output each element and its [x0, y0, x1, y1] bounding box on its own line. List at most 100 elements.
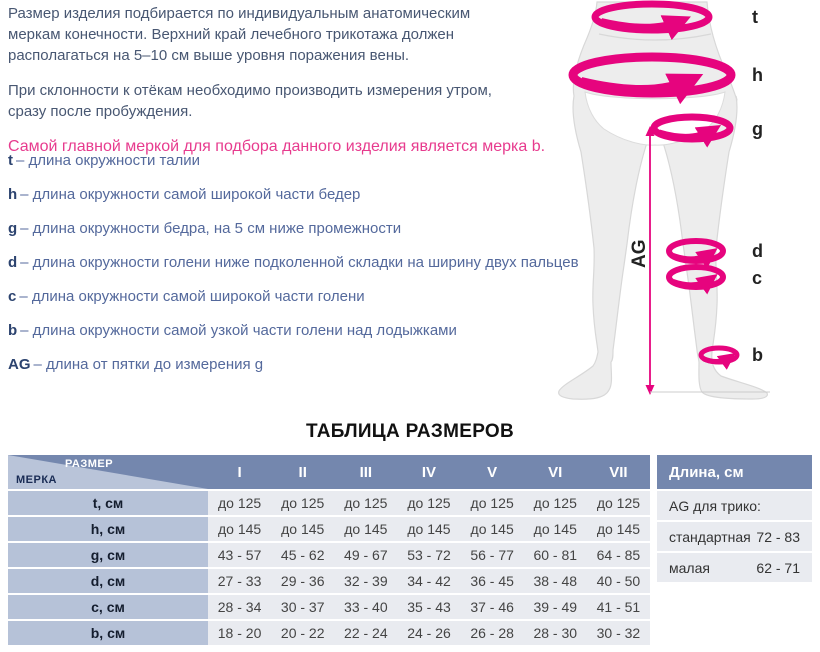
- column-header-5: V: [460, 455, 524, 489]
- column-header-1: I: [208, 455, 272, 489]
- definition-b: b – длина окружности самой узкой части го…: [8, 320, 658, 341]
- cell: до 125: [334, 491, 398, 515]
- length-box-subheader-row: AG для трико:: [657, 491, 812, 520]
- point-label-h: h: [752, 65, 763, 85]
- legs-measurement-illustration: AG: [555, 0, 820, 420]
- measure-ring-t: [591, 0, 713, 41]
- measure-ring-g: [650, 113, 734, 148]
- row-label: t, см: [8, 491, 208, 515]
- cell: 22 - 24: [334, 621, 398, 645]
- ag-arrow-top: [645, 126, 655, 136]
- measure-ring-c: [666, 264, 726, 295]
- row-label: d, см: [8, 569, 208, 593]
- column-header-3: III: [334, 455, 398, 489]
- cell: до 145: [460, 517, 524, 541]
- definition-text: – длина окружности самой широкой части г…: [19, 288, 365, 305]
- column-header-6: VI: [523, 455, 587, 489]
- definition-text: – длина окружности самой узкой части гол…: [20, 322, 457, 339]
- column-header-4: IV: [397, 455, 461, 489]
- cell: 39 - 49: [523, 595, 587, 619]
- cell: 28 - 34: [208, 595, 272, 619]
- cell: до 145: [523, 517, 587, 541]
- cell: до 125: [460, 491, 524, 515]
- corner-label-size: РАЗМЕР: [65, 458, 114, 470]
- cell: до 145: [397, 517, 461, 541]
- cell: 45 - 62: [271, 543, 335, 567]
- size-table-header: РАЗМЕР МЕРКА I II III IV V VI VII: [8, 455, 650, 489]
- definition-h: h – длина окружности самой широкой части …: [8, 184, 658, 205]
- corner-cell: РАЗМЕР МЕРКА: [8, 455, 208, 489]
- cell: 53 - 72: [397, 543, 461, 567]
- row-label: b, см: [8, 621, 208, 645]
- length-row-small: малая 62 - 71: [657, 553, 812, 582]
- definition-key: d: [8, 254, 18, 271]
- point-label-c: c: [752, 268, 762, 288]
- cell: 34 - 42: [397, 569, 461, 593]
- intro-paragraph-1: Размер изделия подбирается по индивидуал…: [8, 5, 471, 64]
- measure-ring-b: [698, 345, 740, 370]
- table-row-g: g, см 43 - 57 45 - 62 49 - 67 53 - 72 56…: [8, 543, 650, 567]
- definition-d: d – длина окружности голени ниже подколен…: [8, 252, 658, 273]
- length-row-value: 72 - 83: [756, 528, 800, 545]
- ag-arrow-bottom: [645, 385, 655, 395]
- cell: 37 - 46: [460, 595, 524, 619]
- cell: 56 - 77: [460, 543, 524, 567]
- size-table-title: ТАБЛИЦА РАЗМЕРОВ: [305, 421, 515, 442]
- cell: 40 - 50: [586, 569, 650, 593]
- intro-paragraph-2: При склонности к отёкам необходимо произ…: [8, 82, 492, 120]
- cell: до 145: [334, 517, 398, 541]
- cell: до 125: [271, 491, 335, 515]
- definition-g: g – длина окружности бедра, на 5 см ниже …: [8, 218, 658, 239]
- table-row-c: c, см 28 - 34 30 - 37 33 - 40 35 - 43 37…: [8, 595, 650, 619]
- size-table: РАЗМЕР МЕРКА I II III IV V VI VII t, см …: [8, 455, 650, 645]
- cell: до 125: [523, 491, 587, 515]
- definition-text: – длина окружности талии: [16, 152, 201, 169]
- cell: 43 - 57: [208, 543, 272, 567]
- definition-key: b: [8, 322, 18, 339]
- definition-text: – длина окружности бедра, на 5 см ниже п…: [20, 220, 402, 237]
- cell: 49 - 67: [334, 543, 398, 567]
- cell: 60 - 81: [523, 543, 587, 567]
- cell: 28 - 30: [523, 621, 587, 645]
- key-measurement-note: Самой главной меркой для подбора данного…: [8, 138, 546, 155]
- measurement-definitions: t – длина окружности талии h – длина окруж…: [8, 150, 658, 388]
- measure-ring-d: [666, 238, 726, 269]
- definition-key: c: [8, 288, 17, 305]
- table-row-b: b, см 18 - 20 20 - 22 22 - 24 24 - 26 26…: [8, 621, 650, 645]
- point-label-d: d: [752, 241, 763, 261]
- cell: 20 - 22: [271, 621, 335, 645]
- cell: 18 - 20: [208, 621, 272, 645]
- intro-text: Размер изделия подбирается по индивидуал…: [8, 3, 545, 158]
- cell: 30 - 37: [271, 595, 335, 619]
- cell: до 125: [586, 491, 650, 515]
- column-header-2: II: [271, 455, 335, 489]
- length-row-label: стандартная: [669, 528, 751, 545]
- definition-text: – длина от пятки до измерения g: [33, 356, 264, 373]
- definition-key: AG: [8, 356, 31, 373]
- corner-label-measure: МЕРКА: [16, 474, 57, 486]
- point-label-t: t: [752, 7, 758, 27]
- ag-label: AG: [629, 240, 650, 269]
- length-box-subheader: AG для трико:: [669, 497, 761, 514]
- cell: 33 - 40: [334, 595, 398, 619]
- row-label: h, см: [8, 517, 208, 541]
- cell: 24 - 26: [397, 621, 461, 645]
- cell: 38 - 48: [523, 569, 587, 593]
- definition-key: h: [8, 186, 18, 203]
- definition-key: t: [8, 152, 13, 169]
- table-row-d: d, см 27 - 33 29 - 36 32 - 39 34 - 42 36…: [8, 569, 650, 593]
- definition-t: t – длина окружности талии: [8, 150, 658, 171]
- definition-key: g: [8, 220, 18, 237]
- cell: 35 - 43: [397, 595, 461, 619]
- definition-text: – длина окружности голени ниже подколенн…: [20, 254, 579, 271]
- point-label-g: g: [752, 119, 763, 139]
- length-row-label: малая: [669, 559, 710, 576]
- table-row-t: t, см до 125 до 125 до 125 до 125 до 125…: [8, 491, 650, 515]
- cell: до 145: [586, 517, 650, 541]
- table-row-h: h, см до 145 до 145 до 145 до 145 до 145…: [8, 517, 650, 541]
- length-row-standard: стандартная 72 - 83: [657, 522, 812, 551]
- cell: 26 - 28: [460, 621, 524, 645]
- length-box-header: Длина, см: [657, 455, 812, 489]
- cell: 32 - 39: [334, 569, 398, 593]
